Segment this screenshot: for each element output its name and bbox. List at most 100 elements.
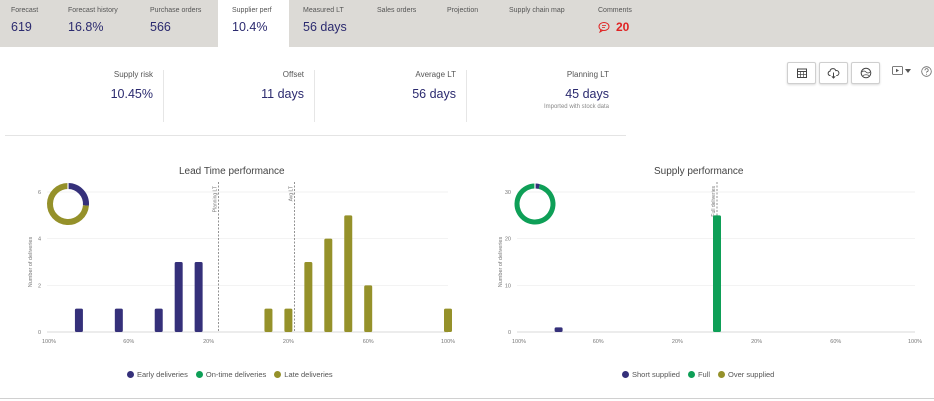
x-tick-label: 100% (42, 339, 56, 345)
tab-label: Supply chain map (509, 7, 565, 14)
x-tick-label: 60% (830, 339, 841, 345)
reference-line-label: Avg LT (288, 186, 294, 201)
tab-value: 56 days (303, 20, 347, 34)
tab-sales-orders[interactable]: Sales orders (366, 0, 436, 47)
legend-dot (622, 371, 629, 378)
donut-segment (534, 183, 540, 189)
legend-dot (127, 371, 134, 378)
kpi-label: Average LT (415, 70, 456, 79)
legend-label: Late deliveries (284, 370, 333, 379)
legend-lead-time: Early deliveries On-time deliveries Late… (127, 370, 341, 379)
bar (264, 308, 273, 332)
tab-projection[interactable]: Projection (436, 0, 498, 47)
globe-icon (860, 67, 871, 79)
bar (554, 327, 563, 332)
tab-value: 566 (150, 20, 171, 34)
y-tick-label: 6 (38, 190, 41, 196)
legend-dot (195, 371, 203, 378)
bar (74, 308, 83, 332)
legend-item-early[interactable]: Early deliveries (127, 370, 188, 379)
kpi-planning-lt: Planning LT 45 days Imported with stock … (509, 70, 609, 110)
bar (713, 215, 721, 332)
tab-value: 619 (11, 20, 32, 34)
tab-label: Purchase orders (150, 7, 202, 14)
donut-segment (514, 183, 556, 225)
kpi-value: 56 days (412, 87, 456, 101)
y-axis-label: Number of deliveries (498, 237, 504, 288)
tab-label: Comments (598, 7, 632, 14)
comment-icon (598, 22, 610, 33)
x-tick-label: 60% (123, 339, 134, 345)
bar (344, 215, 353, 332)
x-tick-label: 20% (751, 339, 762, 345)
legend-dot (687, 371, 695, 378)
x-tick-label: 20% (283, 339, 294, 345)
tab-label: Supplier perf (232, 7, 272, 14)
y-axis-label: Number of deliveries (28, 237, 34, 288)
x-tick-label: 60% (363, 339, 374, 345)
tab-value: 16.8% (68, 20, 104, 34)
video-dropdown[interactable] (892, 66, 911, 75)
video-icon (892, 66, 903, 75)
tab-supply-chain-map[interactable]: Supply chain map (498, 0, 587, 47)
kpi-divider (466, 70, 467, 122)
kpi-label: Planning LT (566, 70, 609, 79)
kpi-value: 10.45% (110, 87, 153, 101)
legend-item-short[interactable]: Short supplied (622, 370, 680, 379)
lead-time-performance-chart: 0 2 4 6 Number of deliveries 100% 60% 20% 20% 60%… (28, 182, 455, 345)
legend-supply: Short supplied Full Over supplied (622, 370, 782, 379)
legend-dot (274, 371, 282, 378)
y-tick-label: 20 (505, 237, 511, 243)
legend-item-ontime[interactable]: On-time deliveries (195, 370, 266, 379)
help-icon (921, 66, 932, 77)
tab-measured-lt[interactable]: Measured LT 56 days (292, 0, 366, 47)
calendar-button[interactable] (787, 62, 816, 84)
kpi-separator (5, 135, 626, 136)
bar (284, 308, 293, 332)
tab-value: 20 (616, 20, 630, 34)
legend-label: Full (697, 370, 711, 379)
tab-comments[interactable]: Comments 20 (587, 0, 657, 47)
bar (364, 285, 373, 332)
tab-supplier-perf[interactable]: Supplier perf 10.4% (218, 0, 289, 48)
tab-forecast-history[interactable]: Forecast history 16.8% (57, 0, 139, 47)
download-button[interactable] (819, 62, 848, 84)
bar (194, 262, 203, 332)
bar (304, 262, 313, 332)
bar (154, 308, 163, 332)
footer-divider (0, 398, 934, 399)
tab-bar: Forecast 619 Forecast history 16.8% Purc… (0, 0, 934, 48)
bar (444, 308, 452, 332)
legend-item-full[interactable]: Full (687, 370, 711, 379)
x-tick-label: 20% (672, 339, 683, 345)
bar (114, 308, 123, 332)
x-tick-label: 100% (512, 339, 526, 345)
y-tick-label: 30 (505, 190, 511, 196)
legend-item-over[interactable]: Over supplied (718, 370, 774, 379)
x-tick-label: 60% (593, 339, 604, 345)
x-tick-label: 20% (203, 339, 214, 345)
kpi-offset: Offset 11 days (224, 70, 304, 101)
chart-title-supply: Supply performance (654, 166, 744, 177)
bar (324, 238, 333, 332)
kpi-divider (314, 70, 315, 122)
help-button[interactable] (921, 66, 932, 77)
legend-dot (718, 371, 726, 378)
kpi-average-lt: Average LT 56 days (376, 70, 456, 101)
donut-segment (47, 183, 89, 225)
tab-label: Projection (447, 7, 479, 14)
kpi-note: Imported with stock data (543, 104, 609, 110)
globe-button[interactable] (851, 62, 880, 84)
x-tick-label: 100% (441, 339, 455, 345)
tab-forecast[interactable]: Forecast 619 (0, 0, 57, 47)
legend-item-late[interactable]: Late deliveries (274, 370, 333, 379)
kpi-divider (163, 70, 164, 122)
y-tick-label: 0 (38, 330, 41, 336)
kpi-label: Offset (282, 70, 304, 79)
y-tick-label: 10 (505, 283, 511, 289)
reference-line-label: Full deliveries (711, 186, 717, 217)
kpi-value: 45 days (565, 87, 609, 101)
tab-purchase-orders[interactable]: Purchase orders 566 (139, 0, 218, 47)
kpi-label: Supply risk (113, 70, 153, 79)
tab-value: 10.4% (232, 20, 268, 34)
